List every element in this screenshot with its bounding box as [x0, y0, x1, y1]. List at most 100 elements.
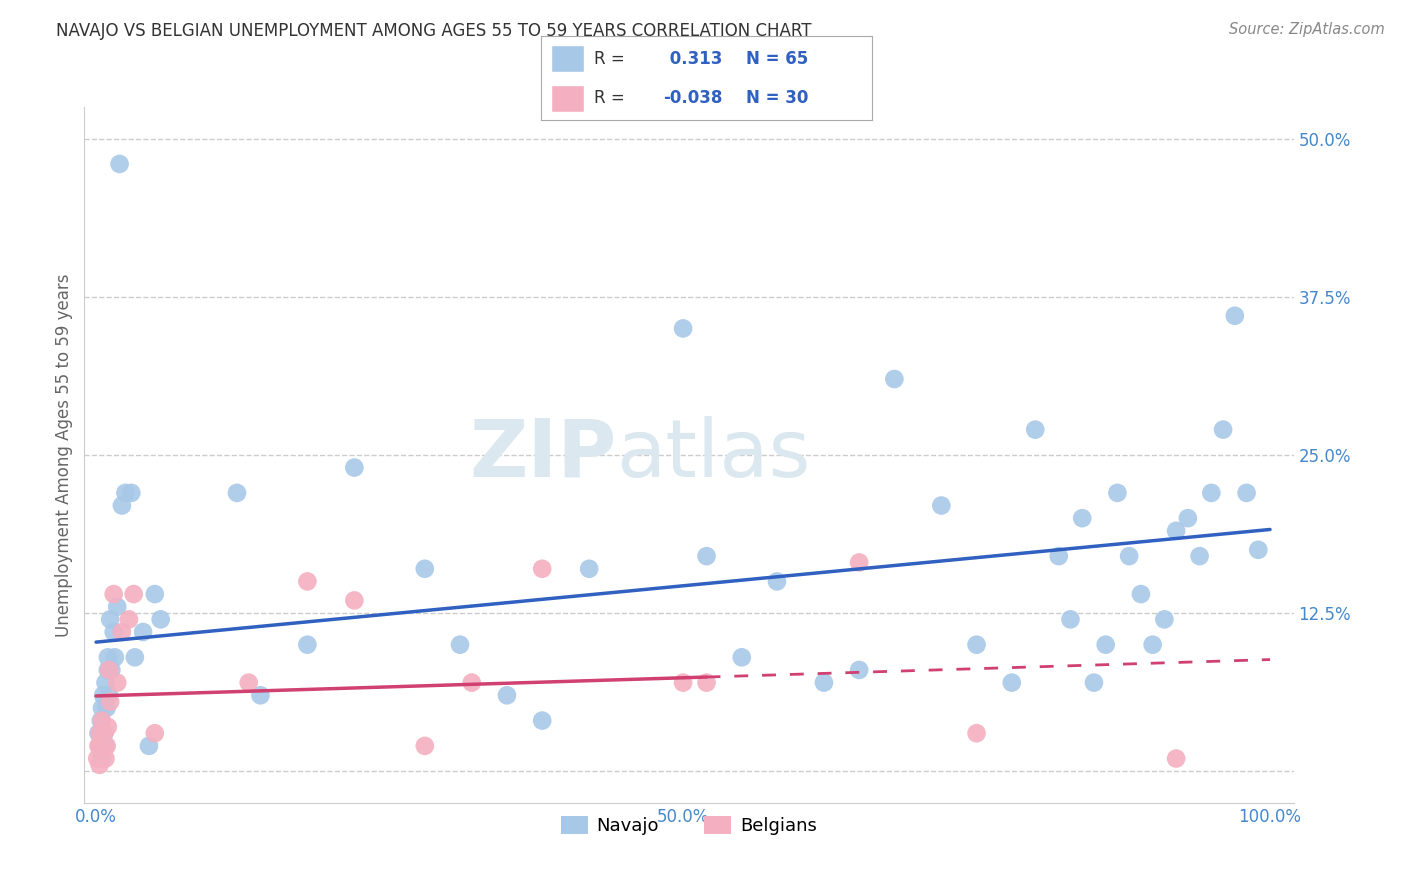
Point [531, 714, 554, 728]
Point [91, 751, 114, 765]
Point [1059, 612, 1081, 626]
Point [91, 701, 114, 715]
Text: -0.038: -0.038 [664, 88, 723, 106]
Point [105, 599, 128, 614]
Point [238, 675, 260, 690]
Point [97, 650, 120, 665]
Point [118, 612, 141, 626]
FancyBboxPatch shape [551, 45, 585, 72]
Point [696, 675, 718, 690]
Point [143, 726, 166, 740]
Point [143, 587, 166, 601]
Point [111, 625, 134, 640]
Point [531, 562, 554, 576]
Point [98, 695, 121, 709]
Text: N = 30: N = 30 [747, 88, 808, 106]
Point [97, 720, 120, 734]
Point [1118, 549, 1140, 563]
Point [87, 726, 110, 740]
Point [103, 587, 125, 601]
Point [105, 675, 128, 690]
Point [86, 751, 108, 765]
Point [848, 556, 870, 570]
Point [122, 587, 145, 601]
Point [103, 625, 125, 640]
Point [672, 321, 695, 335]
Point [672, 675, 695, 690]
Point [1047, 549, 1070, 563]
Point [413, 739, 436, 753]
Point [1247, 542, 1270, 557]
Point [98, 663, 121, 677]
Point [96, 739, 118, 753]
Point [94, 751, 117, 765]
Point [89, 757, 111, 772]
Point [1083, 675, 1105, 690]
Point [124, 650, 146, 665]
Point [100, 663, 122, 677]
Point [120, 486, 142, 500]
Point [1188, 549, 1211, 563]
Point [343, 460, 366, 475]
Point [93, 726, 115, 740]
Point [1153, 612, 1175, 626]
Point [138, 739, 160, 753]
Point [98, 688, 121, 702]
Point [1177, 511, 1199, 525]
Text: R =: R = [595, 88, 624, 106]
Point [1129, 587, 1152, 601]
Point [89, 739, 111, 753]
Point [1071, 511, 1094, 525]
Text: N = 65: N = 65 [747, 50, 808, 68]
Point [413, 562, 436, 576]
Point [226, 486, 249, 500]
Point [108, 157, 131, 171]
Point [1142, 638, 1164, 652]
Point [766, 574, 789, 589]
Text: R =: R = [595, 50, 624, 68]
Point [731, 650, 754, 665]
Text: Source: ZipAtlas.com: Source: ZipAtlas.com [1229, 22, 1385, 37]
Point [111, 499, 134, 513]
Point [98, 612, 121, 626]
Y-axis label: Unemployment Among Ages 55 to 59 years: Unemployment Among Ages 55 to 59 years [55, 273, 73, 637]
Point [461, 675, 484, 690]
Point [149, 612, 172, 626]
Point [966, 638, 988, 652]
Point [90, 714, 112, 728]
Text: ZIP: ZIP [470, 416, 616, 494]
Legend: Navajo, Belgians: Navajo, Belgians [554, 809, 824, 842]
Point [297, 638, 319, 652]
Point [1236, 486, 1258, 500]
Point [343, 593, 366, 607]
Point [1166, 524, 1188, 538]
Point [94, 675, 117, 690]
Point [1107, 486, 1129, 500]
Point [94, 739, 117, 753]
Point [87, 739, 110, 753]
Point [96, 701, 118, 715]
Point [696, 549, 718, 563]
Point [1094, 638, 1116, 652]
Point [1201, 486, 1223, 500]
Point [931, 499, 953, 513]
Point [91, 745, 114, 759]
Point [132, 625, 155, 640]
Point [104, 650, 127, 665]
Point [883, 372, 905, 386]
Point [114, 486, 136, 500]
Point [966, 726, 988, 740]
Point [1166, 751, 1188, 765]
Point [91, 714, 114, 728]
Text: NAVAJO VS BELGIAN UNEMPLOYMENT AMONG AGES 55 TO 59 YEARS CORRELATION CHART: NAVAJO VS BELGIAN UNEMPLOYMENT AMONG AGE… [56, 22, 811, 40]
Point [249, 688, 271, 702]
Point [1024, 423, 1046, 437]
FancyBboxPatch shape [551, 85, 585, 112]
Point [1212, 423, 1234, 437]
Point [496, 688, 519, 702]
Point [813, 675, 835, 690]
Point [91, 688, 114, 702]
Point [848, 663, 870, 677]
Point [90, 739, 112, 753]
Point [89, 726, 111, 740]
